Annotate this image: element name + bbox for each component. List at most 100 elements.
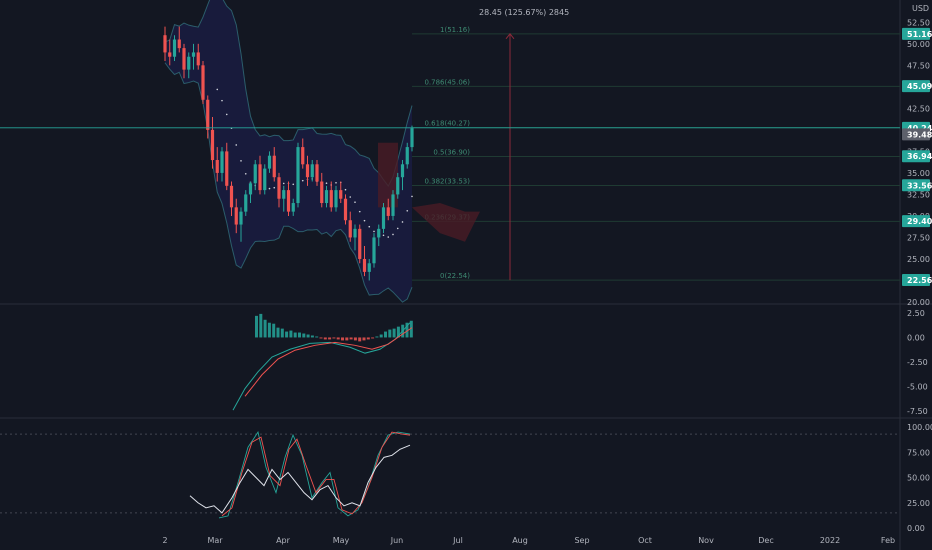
candle-body[interactable]: [177, 39, 181, 49]
candle-body[interactable]: [343, 198, 348, 221]
macd-histogram-bar[interactable]: [375, 336, 379, 338]
candle-body[interactable]: [353, 228, 357, 238]
macd-histogram-bar[interactable]: [315, 336, 319, 338]
candle-body[interactable]: [182, 48, 186, 70]
candle-body[interactable]: [239, 211, 243, 225]
macd-histogram-bar[interactable]: [345, 337, 349, 341]
macd-histogram-bar[interactable]: [371, 337, 375, 339]
macd-histogram-bar[interactable]: [272, 323, 276, 338]
macd-histogram-bar[interactable]: [255, 315, 258, 338]
macd-histogram-bar[interactable]: [310, 335, 314, 338]
price-badge[interactable]: [902, 128, 930, 141]
macd-histogram-bar[interactable]: [353, 337, 357, 341]
candle-body[interactable]: [320, 181, 324, 204]
macd-histogram-bar[interactable]: [366, 337, 370, 340]
stoch-d-line[interactable]: [221, 431, 411, 517]
candle-body[interactable]: [282, 190, 286, 199]
price-badge[interactable]: [902, 179, 930, 192]
candle-body[interactable]: [286, 190, 291, 212]
candle-body[interactable]: [358, 228, 362, 259]
price-badge[interactable]: [902, 80, 930, 93]
candle-body[interactable]: [410, 128, 414, 148]
bollinger-upper-line[interactable]: [164, 0, 413, 188]
macd-histogram-bar[interactable]: [388, 329, 392, 338]
candle-body[interactable]: [305, 164, 310, 178]
macd-signal-line[interactable]: [244, 327, 413, 397]
candle-body[interactable]: [367, 263, 371, 272]
candle-body[interactable]: [168, 52, 172, 57]
candle-body[interactable]: [310, 164, 314, 178]
macd-histogram-bar[interactable]: [285, 331, 289, 338]
macd-line[interactable]: [232, 322, 411, 411]
candle-body[interactable]: [377, 228, 381, 238]
macd-histogram-bar[interactable]: [298, 332, 301, 338]
macd-histogram-bar[interactable]: [409, 320, 413, 338]
macd-histogram-bar[interactable]: [396, 326, 400, 338]
candle-body[interactable]: [215, 160, 219, 173]
macd-histogram-bar[interactable]: [405, 322, 409, 338]
time-axis[interactable]: 2 Mar Apr May Jun Jul Aug Sep Oct Nov Dec 2022 Feb: [162, 536, 895, 545]
stoch-k-line[interactable]: [218, 430, 411, 519]
macd-histogram-bar[interactable]: [276, 327, 280, 338]
candle-body[interactable]: [315, 164, 319, 182]
candle-body[interactable]: [172, 39, 177, 57]
candle-body[interactable]: [234, 207, 238, 225]
candle-body[interactable]: [372, 237, 376, 264]
stoch-rsi-line[interactable]: [189, 444, 411, 514]
price-badge[interactable]: [902, 215, 930, 228]
candle-body[interactable]: [163, 35, 167, 53]
macd-histogram-bar[interactable]: [379, 334, 383, 338]
candle-body[interactable]: [291, 203, 295, 212]
candle-body[interactable]: [267, 155, 272, 169]
price-panel[interactable]: 1(51.16) 0.786(45.06) 0.618(40.27) 0.5(36.9…: [0, 0, 900, 303]
candle-body[interactable]: [362, 258, 367, 272]
candle-body[interactable]: [339, 190, 343, 199]
macd-histogram-bar[interactable]: [349, 337, 353, 340]
candle-body[interactable]: [324, 190, 329, 204]
price-badge[interactable]: [902, 273, 930, 286]
macd-histogram-bar[interactable]: [323, 337, 327, 340]
candle-body[interactable]: [400, 164, 405, 178]
candle-body[interactable]: [277, 177, 281, 199]
candle-body[interactable]: [301, 147, 305, 165]
macd-histogram-bar[interactable]: [302, 333, 306, 338]
macd-histogram-bar[interactable]: [336, 337, 340, 340]
macd-histogram-bar[interactable]: [280, 328, 284, 338]
candle-body[interactable]: [405, 147, 409, 165]
macd-histogram-bar[interactable]: [267, 322, 271, 338]
candle-body[interactable]: [210, 129, 215, 160]
macd-panel[interactable]: [232, 313, 413, 411]
macd-histogram-bar[interactable]: [306, 334, 310, 338]
macd-histogram-bar[interactable]: [328, 337, 332, 340]
macd-histogram-bar[interactable]: [362, 337, 366, 341]
macd-histogram-bar[interactable]: [341, 337, 344, 341]
candle-body[interactable]: [258, 164, 262, 191]
price-badge[interactable]: [902, 150, 930, 163]
candle-body[interactable]: [253, 164, 257, 184]
macd-histogram-bar[interactable]: [263, 319, 267, 338]
candle-body[interactable]: [329, 190, 333, 208]
candle-body[interactable]: [334, 190, 338, 208]
candle-body[interactable]: [391, 194, 395, 216]
macd-histogram-bar[interactable]: [289, 330, 293, 338]
candle-body[interactable]: [263, 168, 267, 191]
candle-body[interactable]: [201, 65, 205, 100]
candle-body[interactable]: [348, 220, 352, 238]
macd-histogram-bar[interactable]: [332, 337, 336, 339]
candle-body[interactable]: [196, 52, 200, 66]
price-axis[interactable]: 52.5050.0047.5042.5037.5035.0032.5030.00…: [902, 18, 932, 533]
candle-body[interactable]: [272, 155, 276, 178]
candle-body[interactable]: [386, 207, 390, 216]
candle-body[interactable]: [187, 56, 191, 70]
candle-body[interactable]: [220, 151, 224, 173]
candle-body[interactable]: [381, 207, 386, 229]
stochastic-panel[interactable]: [0, 430, 900, 519]
macd-histogram-bar[interactable]: [293, 332, 297, 338]
candle-body[interactable]: [248, 183, 253, 195]
macd-histogram-bar[interactable]: [358, 337, 362, 342]
macd-histogram-bar[interactable]: [319, 337, 323, 339]
candle-body[interactable]: [296, 147, 300, 204]
macd-histogram-bar[interactable]: [384, 331, 387, 338]
macd-histogram-bar[interactable]: [392, 328, 396, 338]
